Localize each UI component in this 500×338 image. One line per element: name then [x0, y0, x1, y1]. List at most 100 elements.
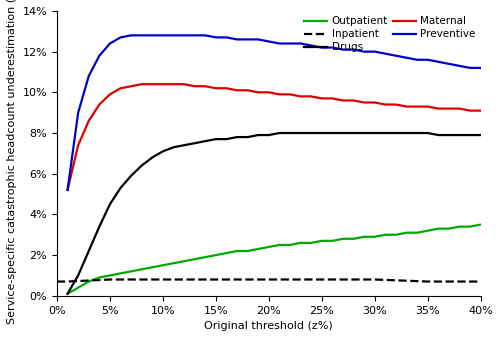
Outpatient — [224, 251, 230, 255]
Preventive — [298, 42, 304, 46]
Preventive — [160, 33, 166, 38]
Drugs — [128, 174, 134, 178]
Outpatient — [150, 265, 156, 269]
Outpatient — [456, 224, 462, 228]
Drugs — [244, 135, 250, 139]
Drugs — [170, 145, 176, 149]
Maternal — [372, 100, 378, 104]
Outpatient — [202, 255, 208, 259]
Maternal — [340, 98, 346, 102]
Outpatient — [287, 243, 293, 247]
Inpatient — [266, 277, 272, 282]
Maternal — [160, 82, 166, 86]
Outpatient — [192, 257, 198, 261]
Preventive — [266, 40, 272, 44]
Outpatient — [382, 233, 388, 237]
Preventive — [467, 66, 473, 70]
Inpatient — [64, 280, 70, 284]
Legend: Outpatient, Inpatient, Drugs, Maternal, Preventive, : Outpatient, Inpatient, Drugs, Maternal, … — [300, 12, 480, 56]
Preventive — [287, 42, 293, 46]
Preventive — [308, 44, 314, 48]
Drugs — [361, 131, 367, 135]
Maternal — [350, 98, 356, 102]
Preventive — [234, 38, 240, 42]
Outpatient — [244, 249, 250, 253]
Preventive — [372, 50, 378, 54]
Maternal — [424, 104, 430, 108]
Preventive — [107, 42, 113, 46]
Drugs — [213, 137, 219, 141]
Outpatient — [319, 239, 325, 243]
Preventive — [150, 33, 156, 38]
Drugs — [234, 135, 240, 139]
Maternal — [234, 88, 240, 92]
Preventive — [340, 48, 346, 52]
Line: Preventive: Preventive — [68, 35, 480, 190]
Maternal — [213, 86, 219, 90]
Outpatient — [436, 226, 442, 231]
Preventive — [202, 33, 208, 38]
Maternal — [192, 84, 198, 88]
Maternal — [150, 82, 156, 86]
Maternal — [266, 90, 272, 94]
Preventive — [361, 50, 367, 54]
Preventive — [350, 48, 356, 52]
Maternal — [404, 104, 409, 108]
Preventive — [276, 42, 282, 46]
Outpatient — [298, 241, 304, 245]
Drugs — [86, 249, 92, 253]
Preventive — [478, 66, 484, 70]
Maternal — [107, 92, 113, 96]
Maternal — [128, 84, 134, 88]
Drugs — [350, 131, 356, 135]
Outpatient — [86, 280, 92, 284]
Maternal — [287, 92, 293, 96]
Maternal — [446, 106, 452, 111]
Preventive — [255, 38, 261, 42]
Preventive — [446, 62, 452, 66]
Outpatient — [414, 231, 420, 235]
Outpatient — [138, 267, 144, 271]
Drugs — [75, 273, 81, 277]
Preventive — [118, 35, 124, 40]
Maternal — [308, 94, 314, 98]
Drugs — [330, 131, 336, 135]
Outpatient — [160, 263, 166, 267]
Preventive — [213, 35, 219, 40]
Maternal — [436, 106, 442, 111]
Drugs — [446, 133, 452, 137]
Line: Outpatient: Outpatient — [68, 224, 480, 294]
Maternal — [118, 86, 124, 90]
Maternal — [414, 104, 420, 108]
Drugs — [192, 141, 198, 145]
Maternal — [170, 82, 176, 86]
Line: Maternal: Maternal — [68, 84, 480, 190]
Maternal — [276, 92, 282, 96]
Maternal — [202, 84, 208, 88]
Outpatient — [234, 249, 240, 253]
Outpatient — [446, 226, 452, 231]
Outpatient — [96, 275, 102, 280]
Preventive — [96, 54, 102, 58]
Outpatient — [330, 239, 336, 243]
Drugs — [181, 143, 187, 147]
Preventive — [224, 35, 230, 40]
Outpatient — [372, 235, 378, 239]
Maternal — [298, 94, 304, 98]
Outpatient — [424, 228, 430, 233]
Outpatient — [118, 271, 124, 275]
Preventive — [436, 60, 442, 64]
Drugs — [160, 149, 166, 153]
Outpatient — [170, 261, 176, 265]
Drugs — [382, 131, 388, 135]
Inpatient — [424, 280, 430, 284]
Drugs — [340, 131, 346, 135]
Maternal — [330, 96, 336, 100]
Drugs — [308, 131, 314, 135]
Drugs — [118, 186, 124, 190]
Outpatient — [308, 241, 314, 245]
Maternal — [393, 102, 399, 106]
Maternal — [75, 143, 81, 147]
Maternal — [224, 86, 230, 90]
Drugs — [436, 133, 442, 137]
